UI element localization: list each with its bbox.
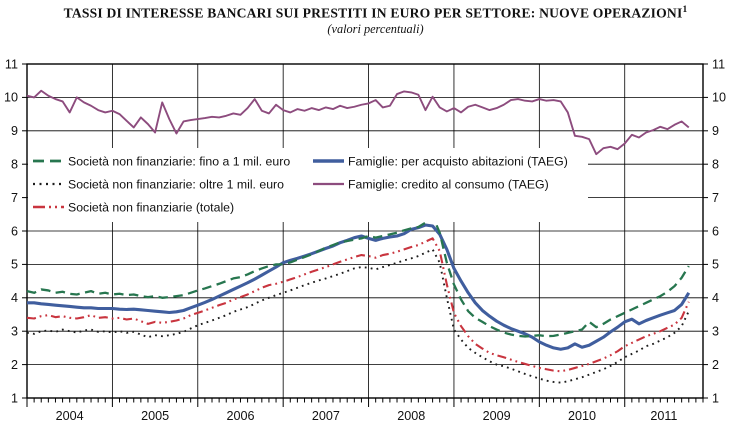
legend-label: Società non finanziarie (totale) (68, 200, 234, 214)
series-lines (26, 89, 691, 384)
y-axis-label-left: 10 (4, 91, 18, 105)
y-axis-label-right: 11 (712, 57, 725, 71)
y-axis-label-right: 6 (712, 224, 719, 238)
chart-subtitle: (valori percentuali) (327, 21, 424, 36)
x-axis-label-year: 2005 (141, 409, 169, 423)
chart-legend: Società non finanziarie: fino a 1 mil. e… (28, 148, 588, 222)
chart-header: TASSI DI INTERESSE BANCARI SUI PRESTITI … (0, 2, 751, 37)
legend-item: Società non finanziarie: oltre 1 mil. eu… (33, 177, 284, 191)
legend-item: Società non finanziarie (totale) (33, 200, 234, 214)
legend-label: Famiglie: per acquisto abitazioni (TAEG) (348, 154, 568, 168)
series-line-3 (27, 223, 691, 351)
y-axis-label-right: 2 (712, 358, 719, 372)
chart-title: TASSI DI INTERESSE BANCARI SUI PRESTITI … (0, 2, 751, 22)
chart-title-text: TASSI DI INTERESSE BANCARI SUI PRESTITI … (63, 5, 683, 21)
y-axis-label-right: 5 (712, 258, 719, 272)
y-ticks (22, 63, 708, 399)
legend-item: Società non finanziarie: fino a 1 mil. e… (33, 154, 290, 168)
y-axis-label-left: 4 (11, 291, 18, 305)
series-line-1 (26, 248, 690, 384)
x-axis-labels: 2004 2005 2006 2007 2008 2009 2010 2011 (56, 409, 678, 423)
x-ticks (26, 398, 704, 407)
y-axis-label-left: 5 (11, 258, 18, 272)
y-axis-label-left: 11 (5, 57, 18, 71)
plot-border (26, 63, 704, 399)
y-axis-label-right: 4 (712, 291, 719, 305)
legend-item: Famiglie: per acquisto abitazioni (TAEG) (313, 154, 568, 168)
legend-label: Famiglie: credito al consumo (TAEG) (348, 177, 549, 191)
x-axis-label-year: 2004 (56, 409, 84, 423)
legend-label: Società non finanziarie: oltre 1 mil. eu… (68, 177, 284, 191)
y-axis-label-right: 1 (712, 391, 719, 405)
y-axis-label-right: 9 (712, 124, 719, 138)
x-axis-label-year: 2009 (483, 409, 511, 423)
x-axis-label-year: 2006 (226, 409, 254, 423)
y-axis-label-left: 9 (11, 124, 18, 138)
y-axis-label-left: 8 (11, 158, 18, 172)
x-axis-label-year: 2008 (397, 409, 425, 423)
y-axis-label-right: 10 (712, 91, 726, 105)
y-axis-label-left: 2 (11, 358, 18, 372)
y-axis-label-left: 3 (11, 325, 18, 339)
legend-background (28, 148, 588, 222)
legend-item: Famiglie: credito al consumo (TAEG) (313, 177, 549, 191)
x-axis-label-year: 2010 (568, 409, 596, 423)
x-axis-label-year: 2011 (650, 409, 677, 423)
y-axis-label-right: 8 (712, 158, 719, 172)
x-axis-label-year: 2007 (312, 409, 340, 423)
y-axis-label-right: 7 (712, 191, 719, 205)
series-line-4 (26, 89, 690, 156)
y-axis-label-right: 3 (712, 325, 719, 339)
y-gridlines (27, 97, 703, 366)
footnote-marker: 1 (682, 5, 688, 15)
series-line-2 (26, 237, 690, 373)
legend-label: Società non finanziarie: fino a 1 mil. e… (68, 154, 290, 168)
y-axis-label-left: 6 (11, 224, 18, 238)
y-axis-label-left: 1 (11, 391, 18, 405)
series-line-0 (26, 214, 690, 338)
y-axis-label-left: 7 (11, 191, 18, 205)
